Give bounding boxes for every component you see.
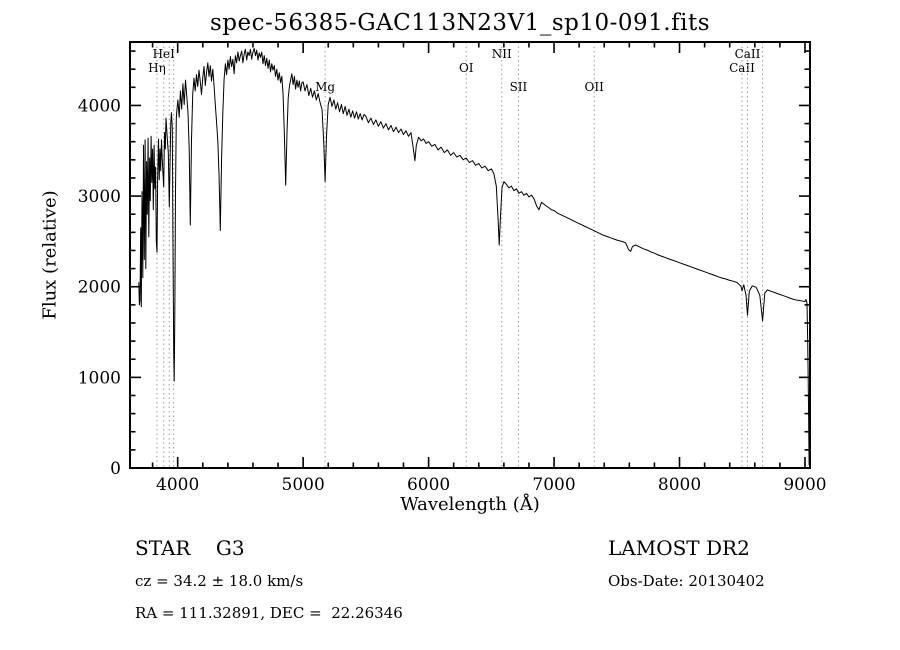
plot-frame	[129, 41, 811, 469]
spectral-line-label: OII	[585, 80, 605, 94]
obs-date: Obs-Date: 20130402	[608, 572, 765, 590]
y-tick-label: 0	[110, 459, 121, 479]
spectral-line-label: SII	[510, 80, 528, 94]
y-tick-label: 2000	[78, 278, 121, 298]
y-tick-label: 1000	[78, 368, 121, 388]
x-tick-label: 8000	[658, 475, 701, 495]
spectrum-line	[138, 47, 810, 466]
y-tick-label: 4000	[78, 96, 121, 116]
spectral-line-label: HeI	[153, 47, 176, 61]
y-tick-label: 3000	[78, 187, 121, 207]
spectral-line-label: CaII	[729, 61, 755, 75]
x-tick-label: 4000	[156, 475, 199, 495]
plot-title: spec-56385-GAC113N23V1_sp10-091.fits	[209, 10, 711, 36]
x-tick-label: 6000	[407, 475, 450, 495]
spectral-line-label: NII	[492, 47, 512, 61]
spectral-line-label: CaII	[735, 47, 761, 61]
x-tick-label: 5000	[282, 475, 325, 495]
y-axis-label: Flux (relative)	[39, 190, 61, 320]
spectral-line-label: Mg	[315, 80, 335, 94]
x-axis-label: Wavelength (Å)	[400, 494, 540, 515]
cz-value: cz = 34.2 ± 18.0 km/s	[135, 572, 304, 590]
spectral-line-label: Hη	[148, 61, 166, 75]
spectral-line-label: OI	[459, 61, 474, 75]
survey-label: LAMOST DR2	[608, 536, 750, 560]
object-class-label: STAR G3	[135, 536, 245, 560]
x-tick-label: 7000	[532, 475, 575, 495]
ra-dec-value: RA = 111.32891, DEC = 22.26346	[135, 604, 403, 622]
x-tick-label: 9000	[783, 475, 826, 495]
